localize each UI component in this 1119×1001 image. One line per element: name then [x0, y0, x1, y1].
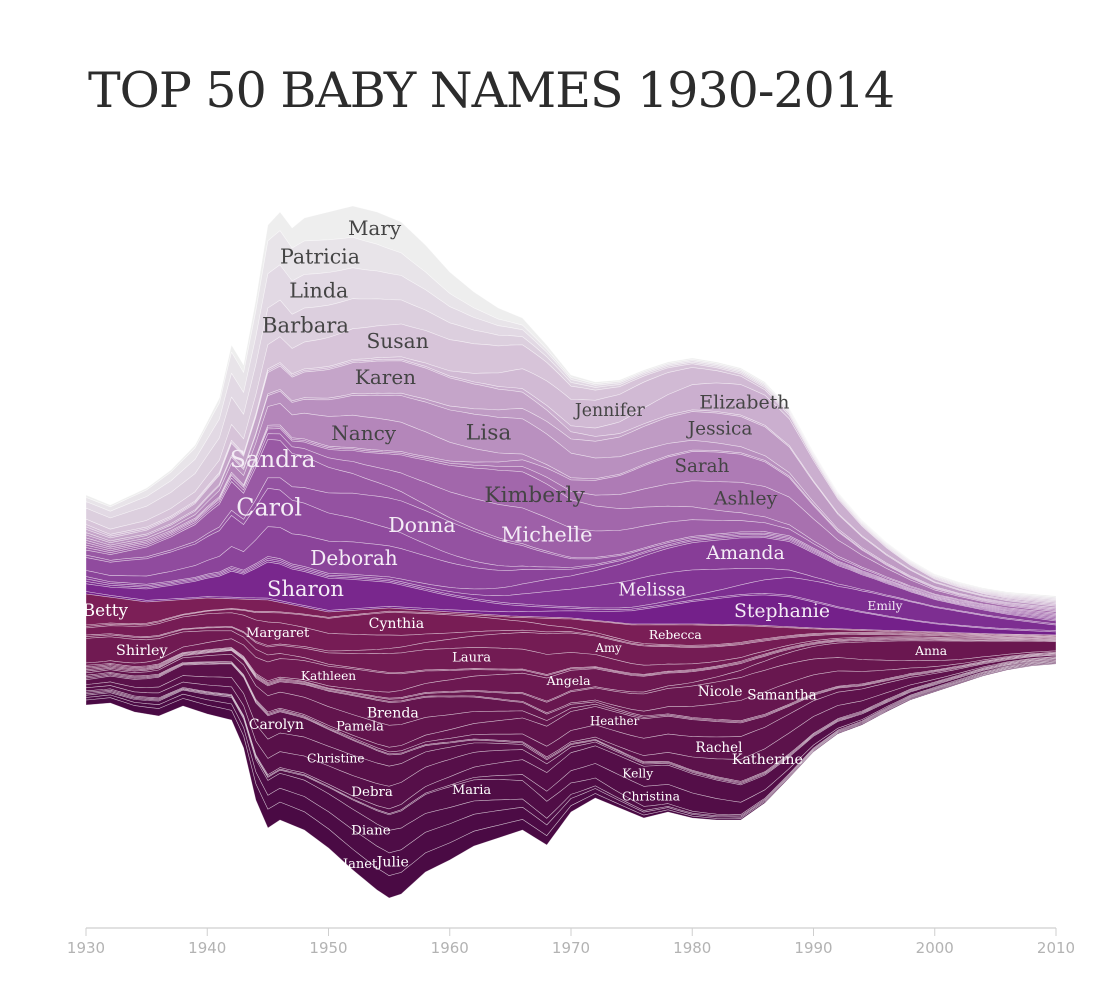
- label-nicole: Nicole: [698, 684, 743, 700]
- x-tick-label-1930: 1930: [67, 939, 105, 957]
- label-samantha: Samantha: [747, 688, 817, 704]
- label-christine: Christine: [307, 751, 365, 765]
- x-tick-label-1980: 1980: [673, 939, 711, 957]
- label-kelly: Kelly: [622, 767, 653, 781]
- stream-layers: [85, 205, 1057, 899]
- label-laura: Laura: [452, 651, 491, 666]
- label-diane: Diane: [351, 824, 391, 839]
- label-debra: Debra: [351, 785, 393, 800]
- x-tick-label-1970: 1970: [552, 939, 590, 957]
- label-cynthia: Cynthia: [369, 616, 424, 632]
- label-amy: Amy: [595, 641, 623, 655]
- label-susan: Susan: [366, 329, 428, 353]
- label-donna: Donna: [388, 513, 455, 537]
- label-betty: Betty: [83, 600, 129, 620]
- label-pamela: Pamela: [336, 720, 384, 735]
- label-heather: Heather: [590, 714, 640, 728]
- label-melissa: Melissa: [618, 580, 686, 600]
- label-kathleen: Kathleen: [301, 669, 356, 683]
- label-elizabeth: Elizabeth: [699, 391, 789, 413]
- label-mary: Mary: [348, 216, 402, 240]
- label-brenda: Brenda: [367, 706, 419, 722]
- label-shirley: Shirley: [116, 643, 168, 659]
- label-margaret: Margaret: [246, 626, 310, 641]
- label-ashley: Ashley: [713, 488, 778, 510]
- x-tick-label-1950: 1950: [309, 939, 347, 957]
- label-christina: Christina: [622, 788, 681, 803]
- label-julie: Julie: [375, 855, 409, 871]
- label-jessica: Jessica: [686, 418, 753, 439]
- label-patricia: Patricia: [280, 245, 360, 269]
- label-lisa: Lisa: [466, 421, 512, 446]
- stream-layer-janet: [85, 663, 1057, 899]
- x-tick-label-2000: 2000: [916, 939, 954, 957]
- label-maria: Maria: [452, 783, 491, 798]
- label-michelle: Michelle: [501, 522, 592, 546]
- label-linda: Linda: [289, 278, 348, 302]
- label-karen: Karen: [355, 365, 416, 389]
- label-rebecca: Rebecca: [649, 628, 702, 642]
- label-deborah: Deborah: [310, 546, 398, 570]
- x-axis: 1930 1940 1950 1960 1970 1980 1990 2000 2010: [67, 927, 1075, 957]
- label-amanda: Amanda: [705, 542, 784, 564]
- label-sharon: Sharon: [267, 576, 344, 601]
- name-labels: Mary Patricia Linda Barbara Susan Jennifer Eli…: [83, 216, 947, 872]
- label-jennifer: Jennifer: [573, 401, 646, 421]
- label-carol: Carol: [236, 494, 302, 522]
- label-sandra: Sandra: [230, 445, 316, 473]
- label-katherine: Katherine: [732, 752, 803, 768]
- chart-title: TOP 50 BABY NAMES 1930-2014: [88, 62, 895, 119]
- x-tick-label-1960: 1960: [431, 939, 469, 957]
- label-sarah: Sarah: [674, 456, 729, 477]
- label-stephanie: Stephanie: [734, 601, 830, 622]
- label-angela: Angela: [546, 673, 591, 688]
- label-carolyn: Carolyn: [249, 717, 304, 733]
- label-anna: Anna: [914, 644, 947, 658]
- label-rachel: Rachel: [695, 740, 742, 756]
- x-tick-label-1940: 1940: [188, 939, 226, 957]
- label-janet: Janet: [341, 857, 378, 872]
- label-barbara: Barbara: [262, 313, 349, 338]
- x-tick-label-2010: 2010: [1037, 939, 1075, 957]
- label-emily: Emily: [867, 599, 902, 613]
- label-kimberly: Kimberly: [484, 483, 585, 508]
- label-nancy: Nancy: [331, 421, 397, 445]
- x-tick-label-1990: 1990: [794, 939, 832, 957]
